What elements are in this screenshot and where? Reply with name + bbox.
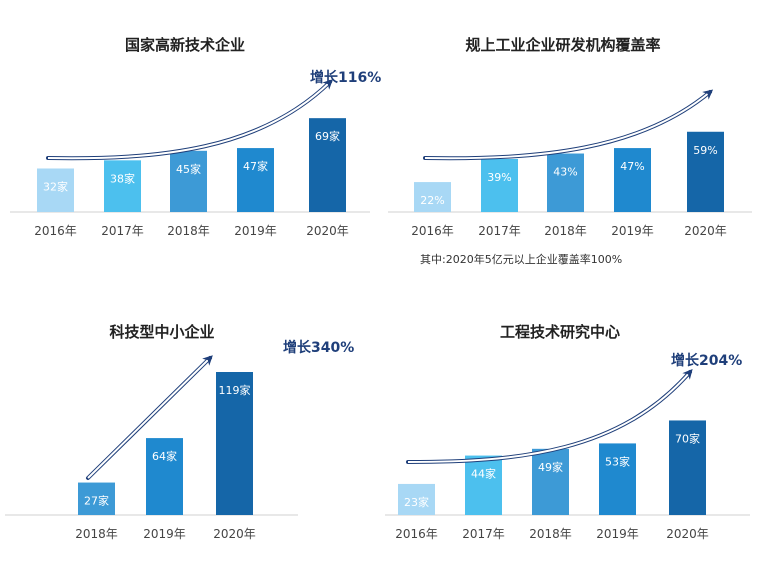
chart-title: 规上工业企业研发机构覆盖率 xyxy=(465,36,660,54)
bar-data-label: 38家 xyxy=(110,171,135,185)
bar-data-label: 119家 xyxy=(219,383,251,397)
x-tick-label: 2019年 xyxy=(596,527,639,541)
chart-title: 科技型中小企业 xyxy=(109,323,214,341)
bar-data-label: 32家 xyxy=(43,179,68,193)
x-tick-label: 2017年 xyxy=(462,527,505,541)
growth-label: 增长340% xyxy=(283,339,354,356)
bar-data-label: 45家 xyxy=(176,162,201,176)
bar xyxy=(687,131,724,212)
growth-arrow-outline xyxy=(46,80,332,161)
bar xyxy=(614,148,651,212)
bar xyxy=(669,420,706,515)
bar-data-label: 49家 xyxy=(538,460,563,474)
bar xyxy=(599,443,636,515)
bar-data-label: 47% xyxy=(620,160,644,173)
bar-data-label: 44家 xyxy=(471,467,496,481)
bar xyxy=(532,448,569,515)
bar xyxy=(146,438,183,515)
bar xyxy=(465,455,502,515)
chart-4: 工程技术研究中心 23家 2016年 44家 2017年 49家 2018年 53家 2019年… xyxy=(385,323,750,541)
growth-arrow xyxy=(87,355,213,479)
bar xyxy=(216,372,253,515)
bar-data-label: 43% xyxy=(553,166,577,179)
growth-arrow-outline xyxy=(423,90,712,161)
bar-data-label: 69家 xyxy=(315,129,340,143)
bar xyxy=(237,148,274,212)
growth-label: 增长204% xyxy=(671,352,742,369)
growth-arrow-outline xyxy=(406,370,692,464)
x-tick-label: 2020年 xyxy=(213,527,256,541)
bar-data-label: 59% xyxy=(693,144,717,157)
x-tick-label: 2016年 xyxy=(395,527,438,541)
x-tick-label: 2019年 xyxy=(611,224,654,238)
bar-data-label: 27家 xyxy=(84,494,109,508)
x-tick-label: 2017年 xyxy=(478,224,521,238)
growth-arrow xyxy=(424,89,714,160)
bar-data-label: 64家 xyxy=(152,449,177,463)
bar-data-label: 47家 xyxy=(243,159,268,173)
x-tick-label: 2019年 xyxy=(234,224,277,238)
chart-title: 工程技术研究中心 xyxy=(500,323,620,341)
x-tick-label: 2017年 xyxy=(101,224,144,238)
bar xyxy=(170,150,207,212)
growth-arrow xyxy=(47,79,333,160)
chart-3: 科技型中小企业 27家 2018年 64家 2019年 119家 2020年 增长340% xyxy=(5,323,354,541)
chart-note: 其中:2020年5亿元以上企业覆盖率100% xyxy=(420,252,622,266)
chart-2: 规上工业企业研发机构覆盖率 22% 2016年 39% 2017年 43% 2018年 47%… xyxy=(388,36,752,266)
x-tick-label: 2018年 xyxy=(544,224,587,238)
x-tick-label: 2019年 xyxy=(143,527,186,541)
bar-data-label: 70家 xyxy=(675,431,700,445)
bar xyxy=(104,160,141,212)
x-tick-label: 2020年 xyxy=(684,224,727,238)
growth-arrow xyxy=(407,368,693,463)
x-tick-label: 2018年 xyxy=(529,527,572,541)
x-tick-label: 2020年 xyxy=(666,527,709,541)
bar-data-label: 23家 xyxy=(404,495,429,509)
x-tick-label: 2018年 xyxy=(75,527,118,541)
x-tick-label: 2016年 xyxy=(411,224,454,238)
bar xyxy=(414,182,451,212)
bar xyxy=(481,158,518,212)
bar xyxy=(78,482,115,515)
x-tick-label: 2016年 xyxy=(34,224,77,238)
chart-1: 国家高新技术企业 32家 2016年 38家 2017年 45家 2018年 47家 2019年… xyxy=(10,36,381,238)
bar-data-label: 53家 xyxy=(605,454,630,468)
bar xyxy=(547,153,584,212)
bar-data-label: 22% xyxy=(420,194,444,207)
bar-data-label: 39% xyxy=(487,171,511,184)
growth-label: 增长116% xyxy=(310,69,381,86)
bar xyxy=(398,483,435,515)
chart-title: 国家高新技术企业 xyxy=(125,36,245,54)
x-tick-label: 2018年 xyxy=(167,224,210,238)
bar xyxy=(309,118,346,212)
x-tick-label: 2020年 xyxy=(306,224,349,238)
bar xyxy=(37,168,74,212)
